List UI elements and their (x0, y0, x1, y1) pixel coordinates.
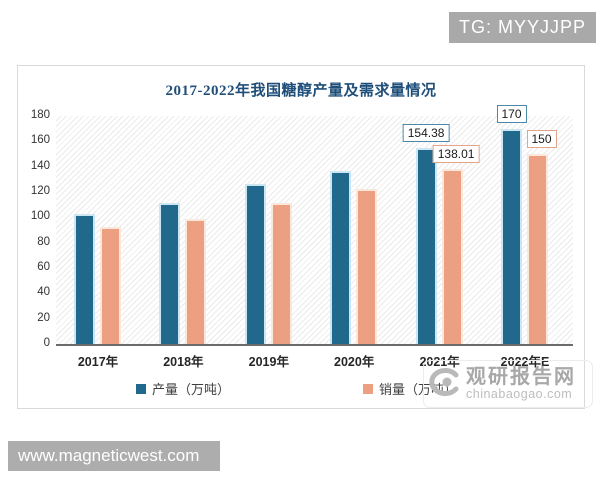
legend-label: 产量（万吨） (152, 382, 231, 397)
bar-value-label: 150 (526, 130, 557, 148)
chart-title: 2017-2022年我国糖醇产量及需求量情况 (165, 83, 437, 99)
bar-sales (441, 169, 463, 344)
bar-production (74, 213, 95, 344)
bar-value-label: 170 (496, 104, 527, 123)
bar-sales (100, 227, 121, 344)
y-tick-label: 40 (37, 286, 50, 299)
watermark: 观研报告网 chinabaogao.com (423, 360, 593, 408)
watermark-name: 观研报告网 (466, 365, 576, 388)
bar-production (159, 203, 181, 344)
bar-value-label: 154.38 (402, 124, 450, 143)
bar-sales (527, 154, 548, 344)
x-tick-label: 2019年 (248, 355, 289, 369)
bar-sales (270, 202, 292, 344)
bar-sales (356, 189, 378, 344)
bar-production (330, 171, 352, 344)
y-tick-label: 0 (43, 337, 50, 349)
x-tick-label: 2020年 (334, 355, 375, 369)
x-tick-label: 2018年 (163, 355, 204, 369)
y-tick-label: 120 (30, 185, 50, 197)
tg-contact-badge: TG: MYYJJPP (449, 12, 596, 43)
legend-item-production: 产量（万吨） (136, 379, 230, 398)
y-tick-label: 180 (30, 109, 50, 121)
y-tick-label: 80 (37, 235, 50, 248)
plot-area (56, 116, 573, 346)
site-url-badge: www.magneticwest.com (8, 441, 220, 471)
y-tick-label: 20 (37, 311, 50, 324)
bar-sales (185, 219, 207, 344)
legend-swatch (136, 383, 146, 394)
x-tick-label: 2017年 (77, 355, 119, 369)
y-tick-label: 140 (30, 159, 50, 172)
bar-value-label: 138.01 (432, 145, 480, 164)
bar-production (415, 148, 437, 344)
bar-production (501, 128, 522, 344)
legend-swatch (363, 383, 373, 394)
y-tick-label: 100 (30, 210, 50, 223)
watermark-swirl-icon (424, 362, 464, 407)
chart-card: 2017-2022年我国糖醇产量及需求量情况 0 20 40 60 80 100 120 14… (17, 65, 593, 409)
watermark-domain: chinabaogao.com (466, 386, 573, 401)
y-tick-label: 60 (37, 261, 50, 273)
y-tick-label: 160 (30, 134, 50, 147)
bar-production (244, 184, 266, 344)
x-tick-label: 2022年E (500, 355, 550, 369)
